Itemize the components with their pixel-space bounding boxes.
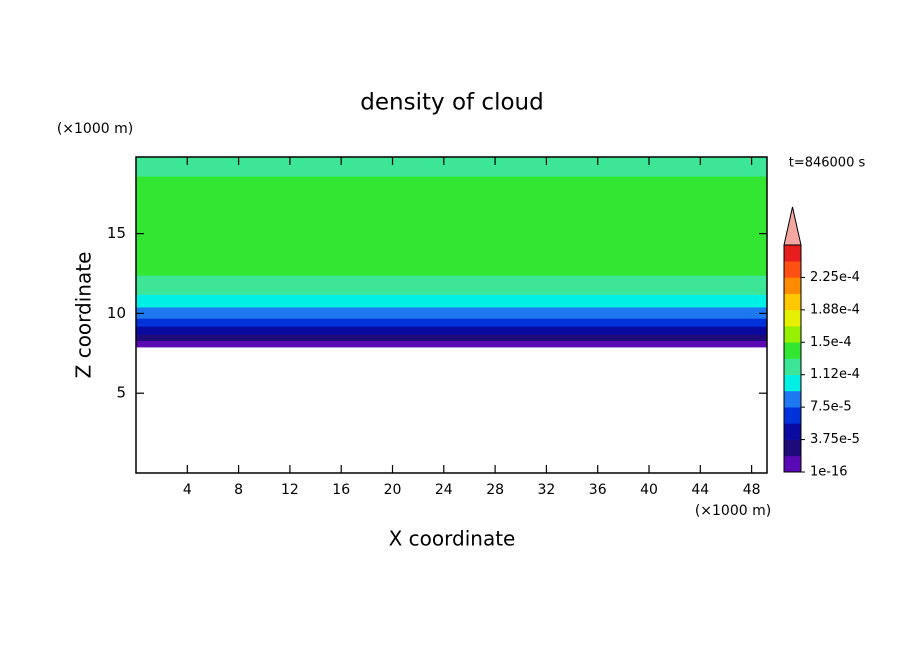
- x-tick-label: 32: [537, 482, 555, 498]
- y-tick-label: 5: [116, 384, 126, 402]
- colorbar-swatch: [784, 293, 801, 311]
- plot-frame: [135, 156, 768, 474]
- colorbar-tick-label: 1.88e-4: [810, 302, 860, 317]
- colorbar-tick-label: 7.5e-5: [810, 400, 852, 415]
- x-tick-label: 28: [486, 482, 504, 498]
- contour-band: [136, 307, 767, 319]
- colorbar: 1e-16 3.75e-5 7.5e-5 1.12e-4 1.5e-4 1.88e-4 2.…: [783, 206, 860, 480]
- colorbar-swatch: [784, 407, 801, 424]
- colorbar-swatch: [784, 261, 801, 278]
- colorbar-swatch: [784, 277, 801, 294]
- contour-band: [136, 294, 767, 308]
- x-tick-label: 20: [384, 482, 402, 498]
- x-tick-label: 40: [640, 482, 658, 498]
- contour-band: [136, 334, 767, 342]
- colorbar-tick-label: 1.5e-4: [810, 335, 852, 350]
- contour-band: [136, 275, 767, 295]
- time-label: t=846000 s: [789, 156, 866, 171]
- x-tick-label: 12: [281, 482, 299, 498]
- x-tick-label: 8: [234, 482, 243, 498]
- colorbar-tick-label: 1e-16: [810, 465, 848, 480]
- colorbar-frame: [783, 244, 802, 473]
- colorbar-swatch: [784, 326, 801, 343]
- y-axis-label: Z coordinate: [72, 252, 96, 379]
- colorbar-swatch: [784, 245, 801, 262]
- x-tick-label: 24: [435, 482, 453, 498]
- contour-band: [136, 157, 767, 177]
- colorbar-swatch: [784, 423, 801, 440]
- x-tick-label: 44: [691, 482, 709, 498]
- x-axis-label: X coordinate: [389, 527, 516, 551]
- colorbar-swatch: [784, 358, 801, 376]
- colorbar-swatch: [784, 455, 801, 473]
- colorbar-tick-label: 1.12e-4: [810, 367, 860, 382]
- colorbar-swatch: [784, 439, 801, 457]
- x-tick-label: 16: [332, 482, 350, 498]
- contour-band: [136, 318, 767, 327]
- y-tick-label: 15: [107, 224, 126, 242]
- colorbar-tick-label: 2.25e-4: [810, 270, 860, 285]
- colorbar-tick-label: 3.75e-5: [810, 432, 860, 447]
- y-tick-label: 10: [107, 304, 126, 322]
- colorbar-swatch: [784, 390, 801, 408]
- x-tick-label: 48: [743, 482, 761, 498]
- colorbar-swatch: [784, 309, 801, 327]
- colorbar-swatch: [784, 342, 801, 359]
- colorbar-swatch: [784, 374, 801, 392]
- x-tick-label: 4: [183, 482, 192, 498]
- contour-band: [136, 176, 767, 276]
- contour-band: [136, 326, 767, 335]
- x-unit: (×1000 m): [695, 503, 771, 519]
- y-unit: (×1000 m): [57, 121, 133, 137]
- x-tick-label: 36: [589, 482, 607, 498]
- contour-band: [136, 340, 767, 348]
- chart-title: density of cloud: [360, 90, 543, 116]
